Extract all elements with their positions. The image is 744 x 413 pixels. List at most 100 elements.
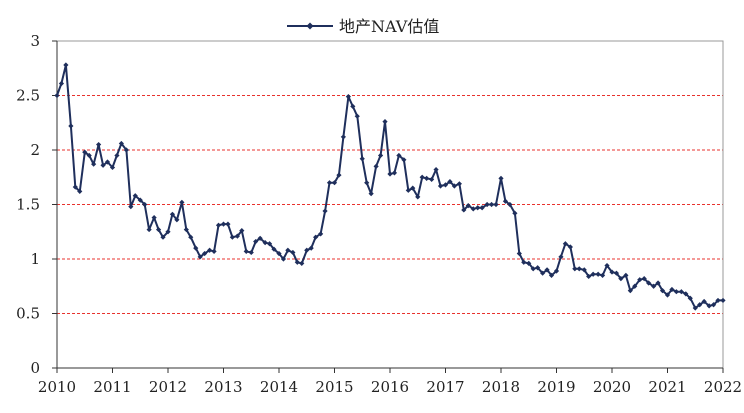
data-point-106 bbox=[544, 267, 550, 273]
data-point-44 bbox=[257, 235, 263, 241]
x-tick-label-11: 2021 bbox=[648, 378, 686, 396]
data-point-93 bbox=[484, 201, 490, 208]
data-point-15 bbox=[123, 147, 129, 153]
data-point-61 bbox=[336, 172, 342, 178]
data-point-77 bbox=[410, 185, 416, 191]
data-point-111 bbox=[567, 244, 573, 250]
data-point-14 bbox=[118, 140, 124, 147]
data-point-20 bbox=[146, 226, 152, 233]
data-point-51 bbox=[290, 249, 296, 256]
data-point-32 bbox=[202, 250, 208, 257]
data-point-113 bbox=[576, 266, 582, 272]
data-point-85 bbox=[447, 179, 453, 185]
data-point-55 bbox=[308, 245, 314, 251]
data-point-101 bbox=[521, 259, 527, 265]
data-point-18 bbox=[137, 197, 143, 203]
data-point-12 bbox=[109, 164, 116, 171]
data-point-75 bbox=[401, 157, 407, 163]
data-point-129 bbox=[651, 283, 657, 289]
data-point-79 bbox=[419, 174, 425, 180]
data-point-52 bbox=[294, 259, 300, 265]
data-point-1 bbox=[58, 80, 65, 87]
data-point-139 bbox=[697, 302, 703, 308]
data-point-136 bbox=[683, 291, 689, 297]
data-point-95 bbox=[493, 201, 499, 208]
data-point-24 bbox=[165, 229, 171, 235]
data-point-109 bbox=[558, 254, 564, 260]
series-layer bbox=[54, 62, 726, 311]
data-point-97 bbox=[502, 198, 509, 204]
data-point-80 bbox=[424, 175, 430, 181]
data-point-91 bbox=[475, 205, 481, 211]
x-tick-label-9: 2019 bbox=[537, 378, 575, 396]
data-point-38 bbox=[229, 234, 235, 240]
x-tick-label-1: 2011 bbox=[93, 378, 131, 396]
x-tick-label-6: 2016 bbox=[371, 378, 409, 396]
data-point-25 bbox=[169, 211, 176, 217]
data-point-116 bbox=[590, 271, 596, 277]
data-point-13 bbox=[114, 152, 120, 159]
data-point-65 bbox=[354, 113, 360, 119]
data-point-56 bbox=[313, 234, 319, 240]
data-point-90 bbox=[470, 206, 476, 212]
data-point-17 bbox=[132, 193, 138, 199]
data-point-81 bbox=[429, 176, 435, 183]
data-point-67 bbox=[364, 180, 370, 186]
series-line bbox=[56, 64, 723, 310]
data-point-19 bbox=[142, 201, 148, 208]
data-point-107 bbox=[548, 272, 555, 278]
data-point-50 bbox=[285, 247, 291, 253]
data-point-126 bbox=[637, 277, 643, 283]
data-point-120 bbox=[609, 269, 615, 275]
data-point-2 bbox=[63, 62, 69, 68]
data-point-35 bbox=[215, 222, 222, 228]
data-point-69 bbox=[373, 163, 379, 169]
data-point-89 bbox=[465, 202, 471, 209]
x-tick-label-3: 2013 bbox=[204, 378, 242, 396]
data-point-102 bbox=[526, 260, 532, 266]
data-point-121 bbox=[613, 270, 620, 276]
y-tick-label-2: 1 bbox=[30, 250, 40, 268]
data-point-22 bbox=[155, 226, 162, 233]
data-point-110 bbox=[562, 241, 568, 247]
data-point-30 bbox=[193, 245, 199, 251]
data-point-58 bbox=[322, 208, 328, 214]
data-point-0 bbox=[54, 92, 60, 99]
data-point-134 bbox=[673, 289, 679, 295]
gridlines bbox=[57, 95, 723, 314]
data-point-127 bbox=[641, 276, 647, 282]
data-point-124 bbox=[627, 288, 633, 294]
data-point-87 bbox=[456, 181, 462, 187]
data-point-21 bbox=[151, 214, 157, 221]
y-tick-label-3: 1.5 bbox=[16, 196, 40, 214]
data-point-138 bbox=[692, 305, 698, 311]
data-point-23 bbox=[160, 234, 166, 240]
data-point-94 bbox=[488, 201, 495, 208]
data-point-103 bbox=[530, 266, 536, 272]
data-point-99 bbox=[512, 210, 518, 216]
data-point-31 bbox=[197, 254, 203, 260]
data-point-144 bbox=[720, 297, 726, 304]
data-point-46 bbox=[266, 241, 273, 247]
data-point-8 bbox=[91, 161, 97, 167]
data-point-123 bbox=[623, 272, 629, 278]
data-point-88 bbox=[461, 207, 467, 213]
data-point-125 bbox=[632, 283, 638, 289]
data-point-41 bbox=[243, 248, 249, 254]
y-tick-label-1: 0.5 bbox=[16, 305, 40, 323]
data-point-143 bbox=[715, 297, 721, 304]
data-point-40 bbox=[239, 228, 245, 234]
x-tick-label-4: 2014 bbox=[260, 378, 298, 396]
data-point-92 bbox=[479, 205, 485, 211]
data-point-78 bbox=[415, 194, 421, 200]
data-point-105 bbox=[540, 270, 546, 276]
data-point-63 bbox=[345, 93, 351, 100]
data-point-71 bbox=[382, 119, 388, 125]
y-tick-label-4: 2 bbox=[30, 141, 40, 159]
data-point-100 bbox=[516, 250, 522, 257]
data-point-60 bbox=[331, 180, 338, 186]
data-point-16 bbox=[128, 204, 134, 210]
data-point-9 bbox=[96, 141, 102, 148]
data-point-36 bbox=[220, 221, 227, 227]
